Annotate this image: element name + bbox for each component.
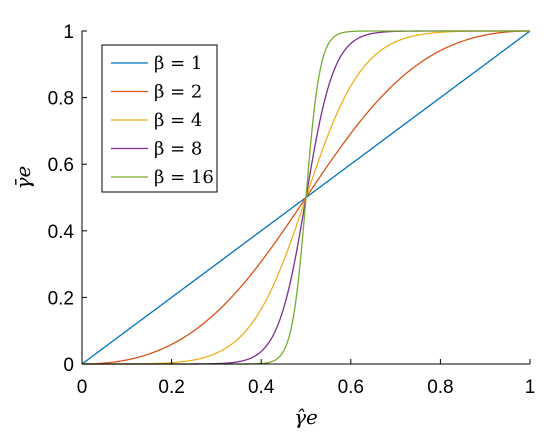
x-tick-label: 0.8 — [427, 377, 453, 398]
y-tick-label: 1 — [63, 22, 74, 43]
y-tick-label: 0.4 — [48, 222, 75, 243]
ticks-layer: 0 0.2 0.4 0.6 0.8 1 0 0.2 0.4 0.6 0.8 1 — [48, 22, 536, 398]
y-axis-label: γ̄e — [11, 166, 35, 190]
axes-layer — [81, 31, 530, 365]
legend-label: β = 1 — [154, 53, 202, 74]
x-tick-label: 0 — [77, 377, 88, 398]
legend-label: β = 2 — [154, 82, 202, 103]
y-tick-label: 0.2 — [48, 288, 74, 309]
y-tick-label: 0 — [63, 355, 74, 376]
legend-box — [101, 44, 218, 193]
legend-label: β = 4 — [154, 110, 202, 131]
x-axis-label: γ̂e — [294, 405, 318, 429]
legend-label: β = 16 — [154, 167, 214, 188]
x-tick-label: 0.2 — [158, 377, 184, 398]
y-tick-label: 0.6 — [48, 155, 74, 176]
x-tick-label: 1 — [525, 377, 536, 398]
x-tick-label: 0.6 — [338, 377, 364, 398]
axis-labels: γ̂e γ̄e — [11, 166, 318, 429]
legend-label: β = 8 — [154, 139, 202, 160]
x-tick-label: 0.4 — [248, 377, 275, 398]
y-tick-label: 0.8 — [48, 89, 74, 110]
legend: β = 1 β = 2 β = 4 β = 8 β = 16 — [101, 44, 218, 193]
